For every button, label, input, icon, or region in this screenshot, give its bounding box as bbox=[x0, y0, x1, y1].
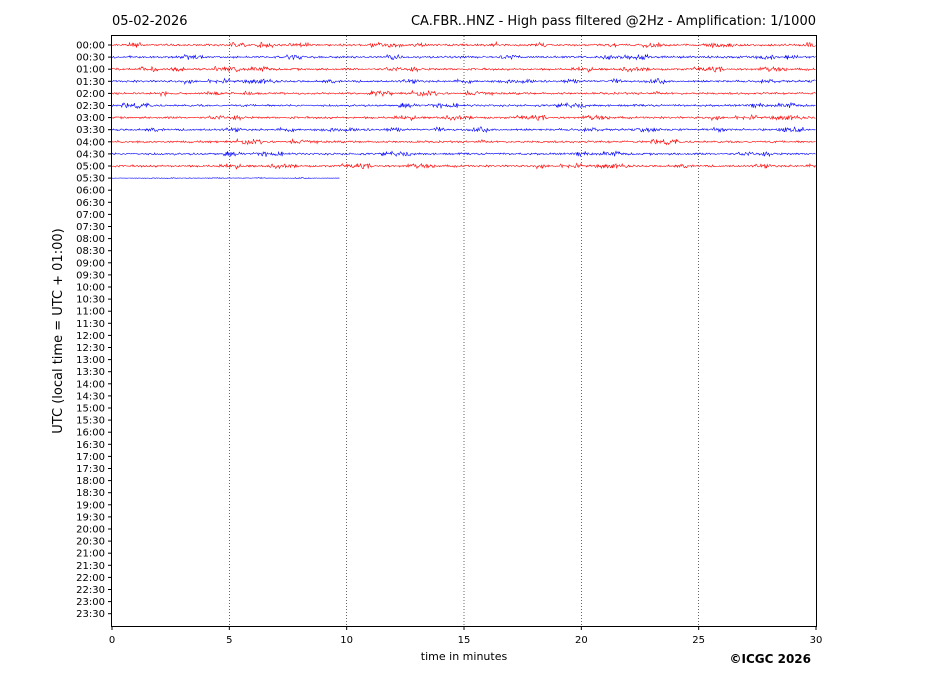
trace-0100 bbox=[111, 65, 816, 73]
y-tick-label: 20:30 bbox=[76, 537, 105, 548]
y-tick-label: 12:30 bbox=[76, 343, 105, 354]
y-tick-label: 06:00 bbox=[76, 186, 105, 197]
y-tick-label: 22:00 bbox=[76, 573, 105, 584]
y-tick-label: 09:00 bbox=[76, 258, 105, 269]
x-axis: 0 5 10 15 20 25 30 bbox=[109, 626, 823, 646]
y-tick-label: 23:00 bbox=[76, 597, 105, 608]
chart-title: CA.FBR..HNZ - High pass filtered @2Hz - … bbox=[411, 14, 816, 29]
y-tick-label: 18:30 bbox=[76, 488, 105, 499]
y-tick-label: 10:30 bbox=[76, 295, 105, 306]
trace-0400 bbox=[111, 138, 816, 146]
y-tick-label: 09:30 bbox=[76, 270, 105, 281]
x-tick-label: 5 bbox=[226, 635, 232, 646]
y-axis-label: UTC (local time = UTC + 01:00) bbox=[51, 228, 66, 433]
y-tick-label: 04:30 bbox=[76, 149, 105, 160]
y-tick-label: 10:00 bbox=[76, 283, 105, 294]
y-tick-label: 04:00 bbox=[76, 137, 105, 148]
y-tick-label: 23:30 bbox=[76, 609, 105, 620]
y-tick-label: 00:00 bbox=[76, 41, 105, 52]
y-tick-label: 14:00 bbox=[76, 379, 105, 390]
y-tick-label: 13:30 bbox=[76, 367, 105, 378]
y-tick-label: 12:00 bbox=[76, 331, 105, 342]
y-tick-label: 22:30 bbox=[76, 585, 105, 596]
x-tick-label: 25 bbox=[692, 635, 705, 646]
y-tick-label: 11:30 bbox=[76, 319, 105, 330]
y-tick-label: 16:30 bbox=[76, 440, 105, 451]
trace-0500 bbox=[111, 162, 816, 170]
trace-0030 bbox=[111, 53, 816, 61]
x-tick-label: 30 bbox=[810, 635, 823, 646]
y-tick-label: 05:00 bbox=[76, 162, 105, 173]
trace-0000 bbox=[111, 40, 816, 49]
y-tick-label: 14:30 bbox=[76, 391, 105, 402]
trace-0330 bbox=[111, 126, 816, 134]
y-tick-label: 06:30 bbox=[76, 198, 105, 209]
y-tick-label: 21:00 bbox=[76, 549, 105, 560]
x-tick-label: 15 bbox=[458, 635, 471, 646]
copyright-notice: ©ICGC 2026 bbox=[729, 652, 811, 666]
chart-date: 05-02-2026 bbox=[112, 14, 188, 29]
y-tick-label: 21:30 bbox=[76, 561, 105, 572]
y-tick-label: 08:30 bbox=[76, 246, 105, 257]
trace-0200 bbox=[111, 89, 816, 98]
y-axis: 00:0000:3001:0001:3002:0002:3003:0003:30… bbox=[76, 41, 112, 620]
y-tick-label: 20:00 bbox=[76, 525, 105, 536]
y-tick-label: 01:00 bbox=[76, 65, 105, 76]
y-tick-label: 17:30 bbox=[76, 464, 105, 475]
vertical-gridlines bbox=[229, 36, 699, 626]
y-tick-label: 05:30 bbox=[76, 174, 105, 185]
y-tick-label: 19:30 bbox=[76, 512, 105, 523]
y-tick-label: 07:00 bbox=[76, 210, 105, 221]
trace-0430 bbox=[111, 150, 816, 158]
trace-0130 bbox=[111, 77, 816, 85]
y-tick-label: 02:30 bbox=[76, 101, 105, 112]
trace-0230 bbox=[111, 101, 816, 110]
y-tick-label: 03:30 bbox=[76, 125, 105, 136]
trace-0300 bbox=[111, 113, 816, 122]
y-tick-label: 16:00 bbox=[76, 428, 105, 439]
y-tick-label: 01:30 bbox=[76, 77, 105, 88]
y-tick-label: 11:00 bbox=[76, 307, 105, 318]
x-tick-label: 0 bbox=[109, 635, 115, 646]
y-tick-label: 08:00 bbox=[76, 234, 105, 245]
x-tick-label: 10 bbox=[340, 635, 353, 646]
y-tick-label: 17:00 bbox=[76, 452, 105, 463]
trace-0530 bbox=[111, 176, 340, 180]
x-axis-label: time in minutes bbox=[421, 650, 508, 663]
y-tick-label: 18:00 bbox=[76, 476, 105, 487]
y-tick-label: 15:00 bbox=[76, 404, 105, 415]
y-tick-label: 15:30 bbox=[76, 416, 105, 427]
y-tick-label: 00:30 bbox=[76, 53, 105, 64]
y-tick-label: 19:00 bbox=[76, 500, 105, 511]
y-tick-label: 13:00 bbox=[76, 355, 105, 366]
x-tick-label: 20 bbox=[575, 635, 588, 646]
y-tick-label: 07:30 bbox=[76, 222, 105, 233]
y-tick-label: 02:00 bbox=[76, 89, 105, 100]
y-tick-label: 03:00 bbox=[76, 113, 105, 124]
seismic-traces bbox=[111, 40, 816, 180]
